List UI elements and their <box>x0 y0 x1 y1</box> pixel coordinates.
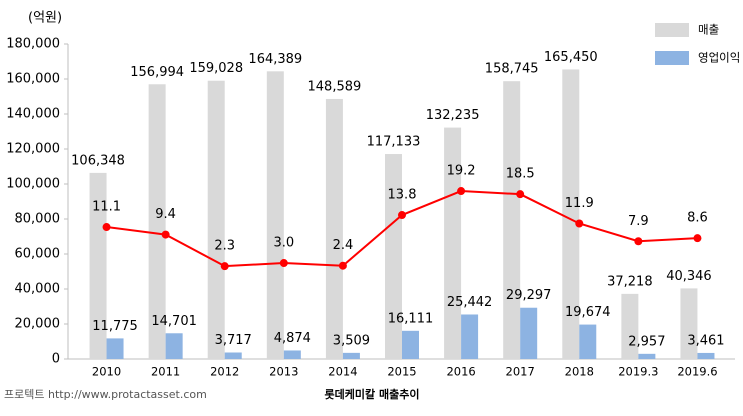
bar <box>165 333 183 359</box>
data-label: 159,028 <box>189 61 243 76</box>
bar <box>621 293 639 359</box>
line-point <box>102 223 111 232</box>
bar <box>283 350 301 359</box>
bar <box>461 314 479 359</box>
data-label: 18.5 <box>506 167 535 182</box>
x-tick-label: 2019.3 <box>618 365 658 379</box>
bar <box>520 307 538 359</box>
data-label: 11,775 <box>92 319 138 334</box>
y-tick-label: 80,000 <box>15 212 61 227</box>
data-label: 117,133 <box>367 135 421 150</box>
y-tick-label: 0 <box>52 352 60 367</box>
data-label: 156,994 <box>130 65 184 80</box>
data-label: 3,717 <box>215 333 252 348</box>
line-point <box>398 211 406 220</box>
data-label: 148,589 <box>308 79 362 94</box>
x-tick-label: 2016 <box>446 365 475 379</box>
legend-label: 영업이익 <box>698 51 740 65</box>
x-tick-label: 2015 <box>387 365 416 379</box>
line-point <box>338 261 347 270</box>
unit-label: (억원) <box>28 11 62 26</box>
data-label: 16,111 <box>388 311 434 326</box>
data-label: 3,461 <box>687 333 724 348</box>
x-tick-label: 2011 <box>151 365 180 379</box>
data-label: 3,509 <box>333 333 370 348</box>
bar <box>697 352 715 359</box>
data-label: 2.3 <box>214 239 235 254</box>
line-point <box>279 259 288 268</box>
legend-swatch <box>655 51 689 65</box>
y-tick-label: 180,000 <box>6 37 60 52</box>
y-tick-label: 20,000 <box>15 317 61 332</box>
x-tick-label: 2018 <box>565 365 594 379</box>
data-label: 3.0 <box>273 236 294 251</box>
y-tick-label: 100,000 <box>6 177 60 192</box>
line-point <box>220 262 229 271</box>
x-tick-label: 2010 <box>92 365 121 379</box>
legend-label: 매출 <box>698 23 719 37</box>
source: 프로텍트 http://www.protactasset.com <box>4 388 207 401</box>
bar <box>680 288 698 359</box>
y-tick-label: 140,000 <box>6 107 60 122</box>
line-point <box>575 219 584 228</box>
bar <box>148 84 166 359</box>
data-label: 8.6 <box>687 211 708 226</box>
data-label: 13.8 <box>388 188 417 203</box>
data-label: 106,348 <box>71 153 125 168</box>
bar <box>89 172 107 359</box>
data-label: 19,674 <box>565 305 611 320</box>
bar <box>444 127 462 360</box>
data-label: 9.4 <box>155 207 176 222</box>
bar <box>342 352 360 359</box>
data-label: 4,874 <box>274 331 311 346</box>
caption: 롯데케미칼 매출추이 <box>325 387 420 401</box>
bar <box>503 81 521 359</box>
data-label: 25,442 <box>447 295 493 310</box>
y-tick-label: 160,000 <box>6 72 60 87</box>
data-label: 37,218 <box>607 274 653 289</box>
bar <box>402 330 419 359</box>
data-label: 11.1 <box>92 200 121 215</box>
data-label: 132,235 <box>426 108 480 123</box>
line-point <box>516 190 525 199</box>
line-point <box>457 187 466 196</box>
x-tick-label: 2017 <box>506 365 535 379</box>
data-label: 29,297 <box>506 288 552 303</box>
data-label: 158,745 <box>485 62 539 77</box>
y-tick-label: 120,000 <box>6 142 60 157</box>
x-tick-label: 2014 <box>328 365 357 379</box>
bar <box>207 80 225 360</box>
data-label: 164,389 <box>248 52 302 67</box>
bar <box>106 338 124 359</box>
data-label: 165,450 <box>544 50 598 65</box>
bar <box>266 71 284 360</box>
x-tick-label: 2012 <box>210 365 239 379</box>
bar <box>325 98 343 360</box>
bar <box>579 324 597 359</box>
data-label: 19.2 <box>447 164 476 179</box>
data-label: 2,957 <box>628 334 665 349</box>
x-tick-label: 2019.6 <box>677 365 717 379</box>
bar <box>562 69 580 360</box>
data-label: 40,346 <box>666 269 712 284</box>
y-tick-label: 60,000 <box>15 247 61 262</box>
bar <box>638 353 656 359</box>
legend-swatch <box>655 23 689 37</box>
y-tick-label: 40,000 <box>15 282 61 297</box>
line-point <box>634 237 643 246</box>
data-label: 14,701 <box>151 314 197 329</box>
data-label: 2.4 <box>333 238 354 253</box>
data-label: 11.9 <box>565 196 594 211</box>
line-point <box>693 234 702 243</box>
line-point <box>161 230 170 239</box>
bar <box>385 154 402 359</box>
bar <box>224 352 242 359</box>
x-tick-label: 2013 <box>269 365 298 379</box>
data-label: 7.9 <box>628 214 649 229</box>
